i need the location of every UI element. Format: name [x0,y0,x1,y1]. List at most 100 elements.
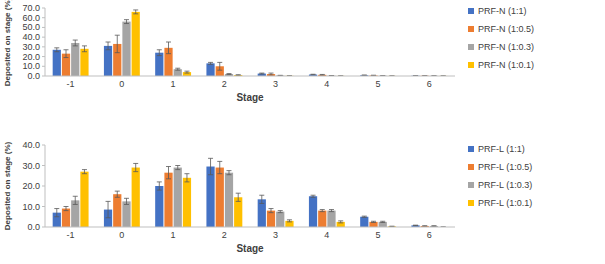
error-bar [106,42,111,50]
y-tick-label: 30.0 [22,161,40,171]
bar [71,43,79,76]
x-tick-label: -1 [67,230,75,240]
y-tick-label: 40.0 [22,140,40,150]
y-tick-label: 0.0 [27,222,40,232]
bar [62,209,70,227]
x-tick-label: 3 [273,230,278,240]
bar [276,212,284,227]
legend-swatch [468,182,474,188]
bar [369,222,377,227]
y-tick-label: 20.0 [22,181,40,191]
error-bar [208,158,213,174]
bar [327,211,335,227]
plot-area [53,10,448,76]
bar [379,222,387,227]
error-bar [236,193,241,201]
legend: PRF-N (1:1)PRF-N (1:0.5)PRF-N (1:0.3)PRF… [468,6,534,70]
error-bar [217,62,222,70]
legend: PRF-L (1:1)PRF-L (1:0.5)PRF-L (1:0.3)PRF… [468,144,532,208]
x-axis-title: Stage [236,92,264,103]
error-bar [208,62,213,64]
y-tick-label: 10.0 [22,61,40,71]
error-bar [380,221,385,222]
legend-swatch [468,164,474,170]
y-tick-label: 10.0 [22,202,40,212]
legend-swatch [468,200,474,206]
chart: 0.010.020.030.040.050.060.070.0-10123456… [3,0,534,103]
error-bar [422,225,427,226]
x-axis [45,76,455,77]
bar [80,49,88,76]
error-bar [217,161,222,173]
error-bar [124,20,129,24]
error-bar [115,191,120,197]
x-tick-label: 6 [427,79,432,89]
bar [206,63,214,76]
error-bar [54,48,59,52]
error-bar [166,42,171,54]
plot-area [53,158,446,227]
legend-swatch [468,8,474,14]
error-bar [175,166,180,170]
error-bar [133,163,138,171]
bar [122,201,130,227]
x-tick-label: 0 [119,230,124,240]
error-bar [311,195,316,197]
error-bar [133,10,138,14]
bar [164,173,172,227]
error-bar [320,210,325,212]
error-bar [259,73,264,75]
error-bar [184,71,189,73]
error-bar [64,50,69,58]
x-axis-title: Stage [236,243,264,254]
legend-swatch [468,44,474,50]
error-bar [175,68,180,70]
error-bar [115,35,120,52]
error-bar [431,225,436,226]
x-tick-label: 1 [171,79,176,89]
error-bar [73,40,78,46]
legend-label: PRF-L (1:0.1) [478,198,532,208]
x-tick-label: 6 [427,230,432,240]
error-bar [226,73,231,75]
x-tick-label: -1 [67,79,75,89]
x-tick-label: 5 [376,230,381,240]
error-bar [320,74,325,76]
error-bar [269,73,274,75]
error-bar [73,196,78,204]
error-bar [166,167,171,179]
error-bar [64,207,69,211]
error-bar [157,182,162,190]
bar [216,168,224,227]
bar [155,186,163,227]
x-tick-label: 5 [376,79,381,89]
bar [174,168,182,227]
legend-label: PRF-L (1:1) [478,144,525,154]
error-bar [287,220,292,222]
x-tick-label: 4 [324,230,329,240]
y-axis [45,145,46,227]
bar [104,46,112,76]
legend-label: PRF-N (1:1) [478,6,527,16]
error-bar [184,174,189,182]
y-tick-label: 20.0 [22,52,40,62]
error-bar [371,221,376,222]
bar [155,53,163,76]
error-bar [124,198,129,204]
y-tick-label: 40.0 [22,32,40,42]
bar [53,50,61,76]
error-bar [278,211,283,213]
error-bar [82,46,87,52]
y-axis [45,8,46,76]
legend-swatch [468,62,474,68]
x-tick-label: 4 [324,79,329,89]
y-axis-title: Deposited on stage (%) [3,0,12,86]
error-bar [269,209,274,213]
bar [309,196,317,227]
legend-label: PRF-N (1:0.5) [478,24,534,34]
legend-swatch [468,26,474,32]
error-bar [338,221,343,223]
error-bar [311,74,316,76]
bar [174,69,182,76]
legend-label: PRF-L (1:0.5) [478,162,532,172]
